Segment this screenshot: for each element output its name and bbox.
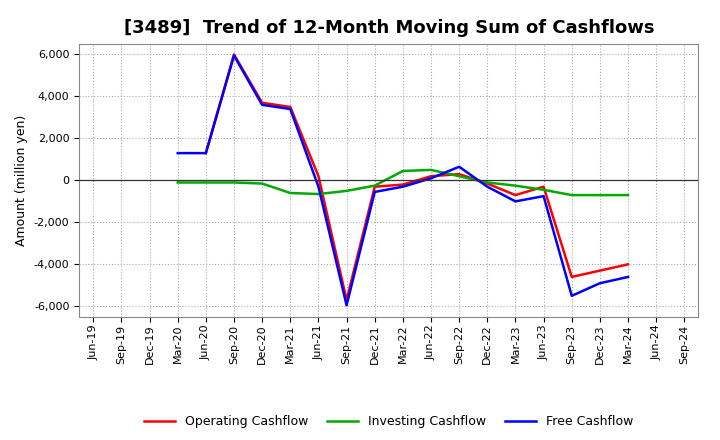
Operating Cashflow — [399, 182, 408, 187]
Investing Cashflow — [595, 192, 604, 198]
Free Cashflow — [314, 184, 323, 189]
Investing Cashflow — [314, 191, 323, 197]
Operating Cashflow — [483, 181, 492, 186]
Free Cashflow — [567, 293, 576, 298]
Operating Cashflow — [455, 172, 464, 177]
Operating Cashflow — [370, 184, 379, 189]
Free Cashflow — [370, 189, 379, 194]
Operating Cashflow — [567, 274, 576, 279]
Y-axis label: Amount (million yen): Amount (million yen) — [15, 115, 28, 246]
Investing Cashflow — [202, 180, 210, 185]
Investing Cashflow — [342, 188, 351, 194]
Line: Operating Cashflow: Operating Cashflow — [206, 55, 628, 300]
Investing Cashflow — [258, 181, 266, 186]
Investing Cashflow — [174, 180, 182, 185]
Free Cashflow — [455, 164, 464, 169]
Free Cashflow — [230, 53, 238, 58]
Investing Cashflow — [427, 167, 436, 172]
Investing Cashflow — [511, 183, 520, 188]
Operating Cashflow — [595, 268, 604, 273]
Investing Cashflow — [567, 192, 576, 198]
Free Cashflow — [174, 150, 182, 156]
Operating Cashflow — [511, 192, 520, 198]
Operating Cashflow — [286, 104, 294, 110]
Operating Cashflow — [230, 52, 238, 57]
Investing Cashflow — [286, 191, 294, 196]
Free Cashflow — [539, 194, 548, 199]
Investing Cashflow — [230, 180, 238, 185]
Title: [3489]  Trend of 12-Month Moving Sum of Cashflows: [3489] Trend of 12-Month Moving Sum of C… — [124, 19, 654, 37]
Investing Cashflow — [455, 173, 464, 179]
Free Cashflow — [258, 102, 266, 107]
Line: Investing Cashflow: Investing Cashflow — [178, 170, 628, 195]
Investing Cashflow — [370, 183, 379, 188]
Free Cashflow — [427, 176, 436, 181]
Free Cashflow — [511, 199, 520, 204]
Investing Cashflow — [539, 187, 548, 192]
Free Cashflow — [624, 274, 632, 279]
Operating Cashflow — [202, 150, 210, 156]
Free Cashflow — [202, 150, 210, 156]
Investing Cashflow — [483, 180, 492, 185]
Operating Cashflow — [539, 184, 548, 189]
Operating Cashflow — [624, 262, 632, 267]
Legend: Operating Cashflow, Investing Cashflow, Free Cashflow: Operating Cashflow, Investing Cashflow, … — [139, 411, 639, 433]
Free Cashflow — [286, 106, 294, 112]
Free Cashflow — [595, 281, 604, 286]
Investing Cashflow — [624, 192, 632, 198]
Investing Cashflow — [399, 169, 408, 174]
Operating Cashflow — [342, 297, 351, 303]
Operating Cashflow — [314, 173, 323, 179]
Operating Cashflow — [258, 100, 266, 106]
Free Cashflow — [342, 303, 351, 308]
Operating Cashflow — [427, 173, 436, 179]
Free Cashflow — [399, 184, 408, 189]
Free Cashflow — [483, 184, 492, 189]
Line: Free Cashflow: Free Cashflow — [178, 55, 628, 305]
